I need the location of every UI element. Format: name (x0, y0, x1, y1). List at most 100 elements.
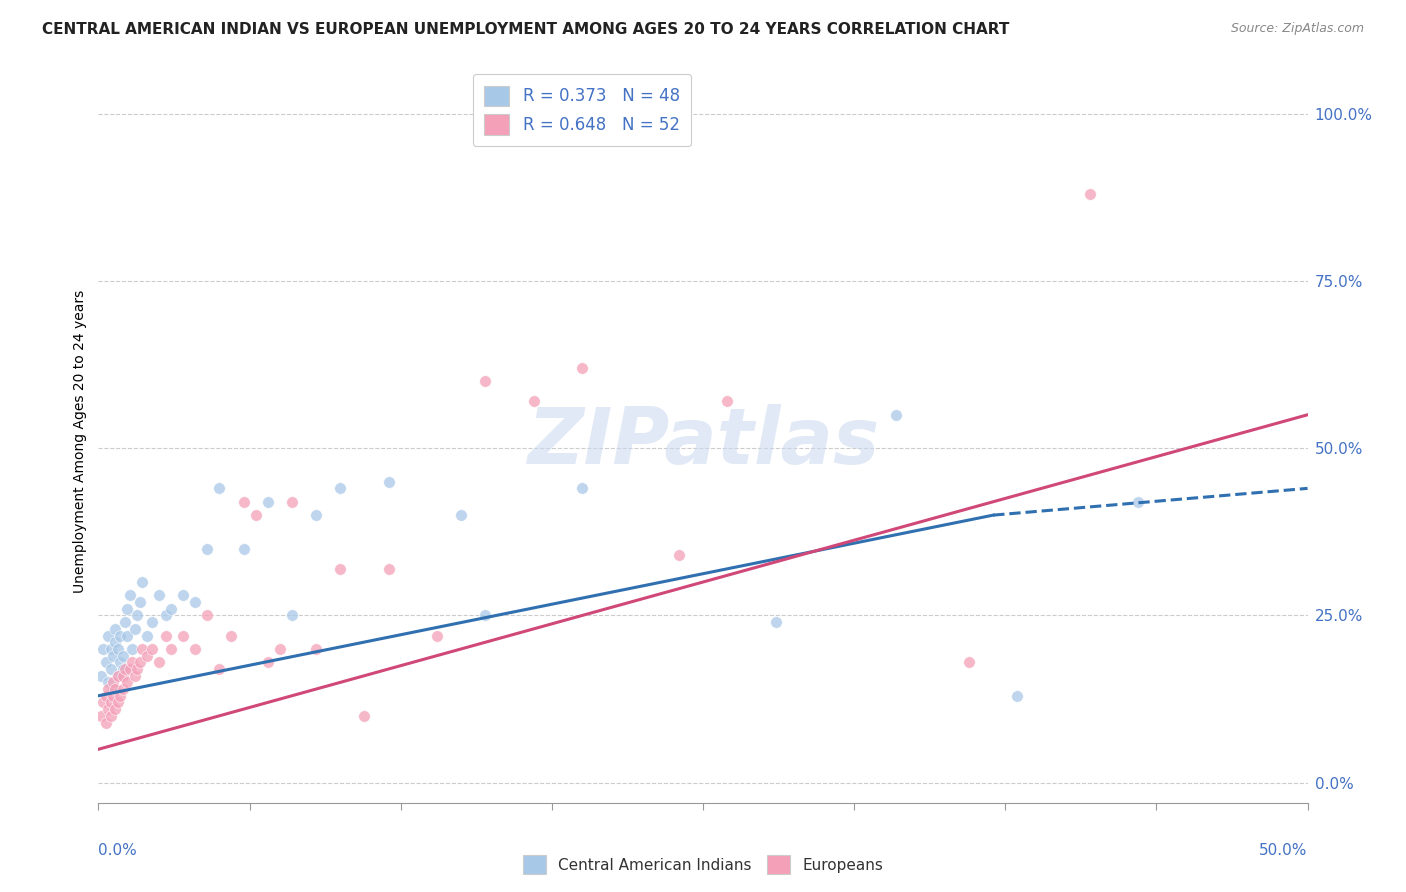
Point (141, 615, 163, 630)
Point (111, 681, 134, 696)
Point (124, 622, 146, 636)
Legend: R = 0.373   N = 48, R = 0.648   N = 52: R = 0.373 N = 48, R = 0.648 N = 52 (472, 74, 692, 146)
Point (121, 655, 143, 669)
Point (450, 508, 472, 523)
Point (104, 635, 127, 649)
Point (281, 608, 304, 623)
Point (1078, 187, 1101, 202)
Point (90, 669, 112, 683)
Point (256, 494, 278, 508)
Y-axis label: Unemployment Among Ages 20 to 24 years: Unemployment Among Ages 20 to 24 years (73, 290, 87, 593)
Point (114, 615, 136, 630)
Point (245, 508, 267, 523)
Point (195, 541, 218, 556)
Point (957, 655, 980, 669)
Point (160, 602, 183, 616)
Point (127, 662, 149, 676)
Point (91, 696, 114, 710)
Point (118, 589, 141, 603)
Point (127, 608, 149, 623)
Point (160, 642, 183, 657)
Point (100, 696, 122, 710)
Point (155, 628, 177, 642)
Point (97, 681, 120, 696)
Point (107, 669, 129, 683)
Text: ZIPatlas: ZIPatlas (527, 403, 879, 480)
Point (232, 494, 254, 508)
Point (108, 655, 131, 669)
Text: Source: ZipAtlas.com: Source: ZipAtlas.com (1230, 22, 1364, 36)
Point (97, 702, 120, 716)
Point (184, 595, 207, 609)
Point (281, 494, 304, 508)
Point (111, 648, 134, 663)
Point (128, 595, 150, 609)
Point (100, 642, 122, 657)
Point (131, 642, 153, 657)
Point (172, 589, 194, 603)
Point (377, 562, 399, 576)
Point (232, 541, 254, 556)
Point (101, 675, 124, 690)
Point (886, 408, 908, 422)
Point (117, 602, 139, 616)
Point (571, 361, 593, 376)
Point (474, 608, 496, 623)
Point (1007, 689, 1029, 703)
Point (155, 608, 177, 623)
Point (104, 702, 127, 716)
Point (269, 642, 291, 657)
Point (256, 655, 278, 669)
Point (1128, 494, 1150, 508)
Point (108, 689, 131, 703)
Point (97, 628, 120, 642)
Point (104, 622, 127, 636)
Point (117, 628, 139, 642)
Point (208, 662, 231, 676)
Point (141, 642, 163, 657)
Point (135, 648, 157, 663)
Point (148, 589, 170, 603)
Point (108, 628, 131, 642)
Point (474, 375, 496, 389)
Point (111, 669, 134, 683)
Point (523, 394, 546, 409)
Point (91, 642, 114, 657)
Point (104, 681, 127, 696)
Point (117, 675, 139, 690)
Point (107, 669, 129, 683)
Point (135, 628, 157, 642)
Point (90, 708, 112, 723)
Point (94, 655, 117, 669)
Legend: Central American Indians, Europeans: Central American Indians, Europeans (517, 849, 889, 880)
Point (128, 655, 150, 669)
Point (94, 715, 117, 730)
Point (377, 475, 399, 489)
Point (716, 394, 738, 409)
Point (172, 628, 194, 642)
Point (97, 675, 120, 690)
Point (100, 708, 122, 723)
Point (131, 575, 153, 590)
Point (195, 608, 218, 623)
Point (426, 628, 449, 642)
Point (107, 642, 129, 657)
Point (305, 642, 328, 657)
Point (208, 482, 231, 496)
Point (305, 508, 328, 523)
Point (94, 689, 117, 703)
Point (111, 662, 134, 676)
Point (765, 615, 787, 630)
Text: 50.0%: 50.0% (1260, 843, 1308, 858)
Point (101, 681, 124, 696)
Point (121, 642, 143, 657)
Point (101, 648, 124, 663)
Point (100, 662, 122, 676)
Text: CENTRAL AMERICAN INDIAN VS EUROPEAN UNEMPLOYMENT AMONG AGES 20 TO 24 YEARS CORRE: CENTRAL AMERICAN INDIAN VS EUROPEAN UNEM… (42, 22, 1010, 37)
Point (118, 662, 141, 676)
Point (329, 562, 352, 576)
Point (221, 628, 243, 642)
Point (668, 548, 690, 563)
Text: 0.0%: 0.0% (98, 843, 138, 858)
Point (329, 482, 352, 496)
